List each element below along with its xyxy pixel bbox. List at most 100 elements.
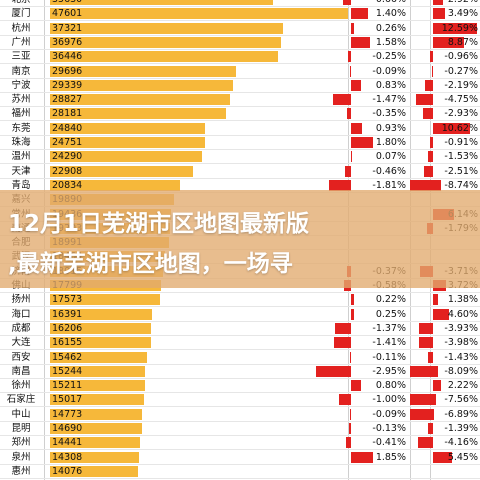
change-monthly: 1.85%: [375, 451, 406, 463]
row-divider: [0, 149, 480, 150]
price-value: 14773: [52, 408, 83, 420]
table-row: 珠海 24751 1.80% -0.91%: [0, 136, 480, 149]
change-bar-yearly: [410, 179, 441, 191]
change-bar-monthly: [345, 165, 351, 177]
value-bar: [50, 36, 281, 48]
change-bar-yearly: [424, 165, 433, 177]
change-yearly: -4.75%: [444, 94, 478, 106]
row-divider: [0, 477, 480, 479]
price-value: 15462: [52, 351, 83, 363]
table-row: 杭州 37321 0.26% 12.59%: [0, 22, 480, 35]
city-name: 海口: [11, 308, 31, 320]
price-value: 14690: [52, 423, 83, 434]
table-row: 厦门 47601 1.40% 3.49%: [0, 7, 480, 20]
change-bar-monthly: [315, 365, 351, 377]
change-monthly: 0.93%: [375, 122, 406, 134]
change-yearly: -8.74%: [444, 179, 478, 191]
value-bar: [50, 365, 145, 377]
change-yearly: -0.27%: [444, 65, 478, 77]
row-divider: [0, 34, 480, 36]
change-yearly: -6.89%: [444, 408, 478, 420]
value-bar: [50, 94, 230, 106]
change-monthly: -0.25%: [372, 51, 406, 63]
table-row: 苏州 28827 -1.47% -4.75%: [0, 93, 480, 106]
change-yearly: 8.87%: [447, 36, 478, 48]
change-yearly: 2.22%: [447, 380, 478, 392]
value-bar: [50, 108, 226, 120]
value-bar: [50, 465, 138, 477]
row-divider: [0, 120, 480, 122]
city-name: 郑州: [11, 437, 31, 449]
change-monthly: -2.95%: [372, 365, 406, 377]
row-divider: [0, 363, 480, 365]
city-name: 南京: [11, 65, 31, 77]
city-name: 杭州: [11, 22, 31, 34]
value-bar: [50, 451, 139, 463]
change-monthly: 1.40%: [375, 8, 406, 20]
change-bar-yearly: [432, 65, 433, 77]
change-bar-monthly: [333, 94, 351, 106]
price-value: 14308: [52, 451, 83, 463]
change-monthly: -0.09%: [372, 408, 406, 420]
city-name: 珠海: [11, 137, 31, 148]
change-yearly: -7.56%: [444, 394, 478, 406]
change-monthly: 1.80%: [375, 137, 406, 148]
change-yearly: 1.38%: [447, 294, 478, 306]
city-name: 昆明: [11, 423, 31, 434]
row-divider: [0, 449, 480, 451]
change-bar-monthly: [351, 151, 352, 163]
price-value: 29696: [52, 65, 83, 77]
row-divider: [0, 334, 480, 336]
value-bar: [50, 151, 202, 163]
table-row: 成都 16206 -1.37% -3.93%: [0, 322, 480, 335]
price-value: 15244: [52, 365, 83, 377]
city-name: 青岛: [11, 179, 31, 191]
change-bar-yearly: [428, 423, 433, 434]
price-value: 35630: [52, 0, 98, 6]
change-bar-yearly: [429, 137, 433, 148]
row-divider: [0, 106, 480, 108]
change-bar-yearly: [410, 365, 439, 377]
value-bar: [50, 22, 283, 34]
change-yearly: -2.51%: [444, 165, 478, 177]
price-value: 14441: [52, 437, 83, 449]
row-divider: [0, 77, 480, 79]
value-bar: [50, 8, 348, 20]
row-divider: [0, 134, 480, 136]
table-row: 北京 35630 -0.66% 2.92%: [0, 0, 480, 6]
change-bar-monthly: [329, 179, 351, 191]
change-bar-monthly: [351, 122, 363, 134]
city-name: 厦门: [11, 8, 31, 20]
change-bar-yearly: [427, 151, 433, 163]
table-row: 福州 28181 -0.35% -2.93%: [0, 107, 480, 120]
price-value: 24290: [52, 151, 83, 163]
change-bar-yearly: [429, 51, 433, 63]
change-bar-monthly: [351, 294, 354, 306]
row-divider: [0, 91, 480, 93]
change-yearly: 4.60%: [447, 308, 478, 320]
change-yearly: -3.93%: [444, 322, 478, 334]
change-bar-yearly: [410, 394, 437, 406]
price-value: 15017: [52, 394, 83, 406]
price-value: 28181: [52, 108, 83, 120]
value-bar: [50, 65, 236, 77]
change-bar-yearly: [422, 108, 433, 120]
value-bar: [50, 423, 142, 434]
change-monthly: 0.22%: [375, 294, 406, 306]
change-yearly: -1.39%: [444, 423, 478, 434]
price-value: 36976: [52, 36, 83, 48]
change-bar-monthly: [339, 394, 351, 406]
city-name: 宁波: [11, 79, 31, 91]
change-yearly: -2.19%: [444, 79, 478, 91]
change-bar-monthly: [349, 351, 351, 363]
change-yearly: -0.91%: [444, 137, 478, 148]
change-bar-yearly: [419, 322, 433, 334]
city-name: 西安: [11, 351, 31, 363]
change-monthly: -0.66%: [354, 0, 406, 6]
change-monthly: -0.09%: [372, 65, 406, 77]
table-row: 东莞 24840 0.93% 10.62%: [0, 122, 480, 135]
change-bar-monthly: [334, 337, 351, 349]
change-bar-yearly: [419, 337, 433, 349]
change-yearly: -1.43%: [444, 351, 478, 363]
change-bar-monthly: [349, 423, 351, 434]
